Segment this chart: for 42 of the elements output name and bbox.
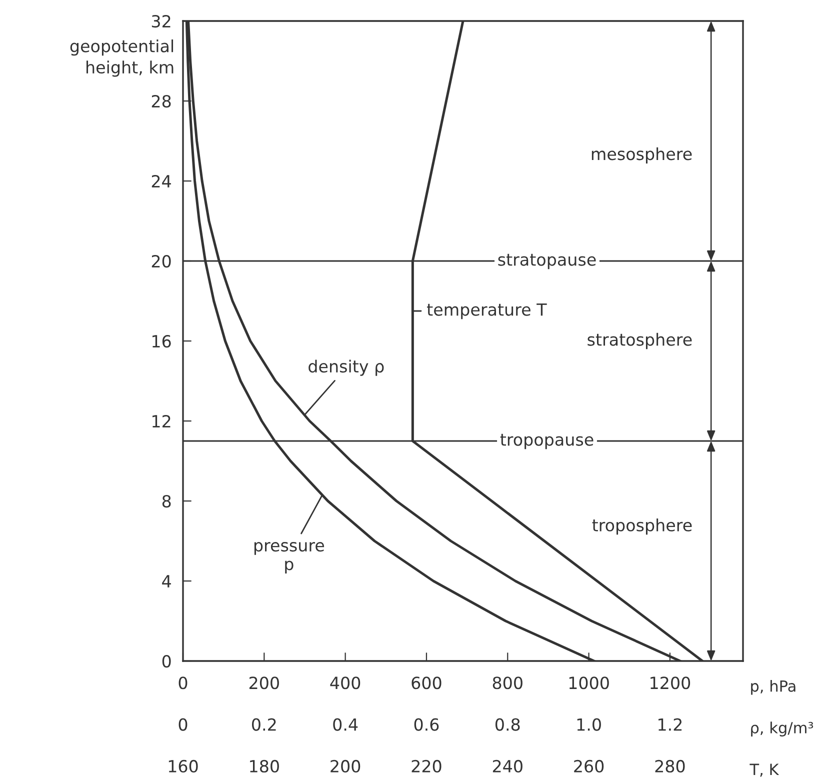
ref-line-label: tropopause — [500, 434, 594, 450]
y-tick-label: 12 — [152, 414, 170, 428]
ref-line-label: stratopause — [498, 254, 596, 270]
x-tick-label: 1000 — [569, 676, 609, 690]
y-tick-label: 16 — [152, 334, 171, 348]
x-tick-label: 1200 — [650, 676, 690, 690]
x-tick-label: 0 — [178, 676, 188, 690]
x-tick-label: 800 — [492, 676, 522, 690]
x2-tick-label: 0 — [178, 718, 188, 731]
y-tick-label: 20 — [152, 254, 171, 268]
x-axis-title: p, hPa — [751, 680, 796, 695]
legend-label: pressure p — [254, 542, 324, 574]
x-tick-label: 160 — [168, 760, 198, 773]
y-axis-title: geopotential height, km — [70, 39, 174, 77]
y-tick-label: 8 — [162, 494, 171, 508]
x-tick-label: 200 — [249, 676, 279, 690]
y-tick-label: 32 — [152, 14, 170, 28]
x-tick-label: 240 — [492, 760, 522, 773]
annotation: mesosphere — [592, 147, 692, 164]
x2-axis-title: ρ, kg/m³ — [751, 722, 814, 736]
annotation: troposphere — [592, 518, 692, 535]
x-tick-label: 260 — [574, 760, 604, 773]
x-tick-label: 400 — [330, 676, 360, 690]
y-tick-label: 0 — [162, 654, 171, 668]
x2-tick-label: 0.6 — [414, 718, 439, 731]
x-tick-label: 220 — [412, 760, 442, 773]
x2-tick-label: 0.8 — [495, 718, 520, 731]
x-tick-label: 180 — [250, 760, 279, 773]
y-tick-label: 24 — [152, 174, 171, 188]
y-tick-label: 4 — [162, 575, 171, 588]
x-tick-label: 280 — [655, 760, 685, 773]
x-tick-label: 600 — [412, 676, 442, 690]
y-tick-label: 28 — [152, 94, 171, 108]
series-label: density ρ — [308, 360, 384, 376]
x2-tick-label: 1.0 — [577, 718, 601, 731]
x2-tick-label: 1.2 — [658, 718, 682, 731]
x-tick-label: 200 — [330, 760, 360, 773]
x2-tick-label: 0.2 — [252, 718, 276, 731]
x2-tick-label: 0.4 — [333, 718, 358, 731]
legend-label: temperature T — [427, 303, 547, 320]
x-axis-title: T, K — [750, 764, 780, 777]
annotation: stratosphere — [588, 332, 692, 350]
